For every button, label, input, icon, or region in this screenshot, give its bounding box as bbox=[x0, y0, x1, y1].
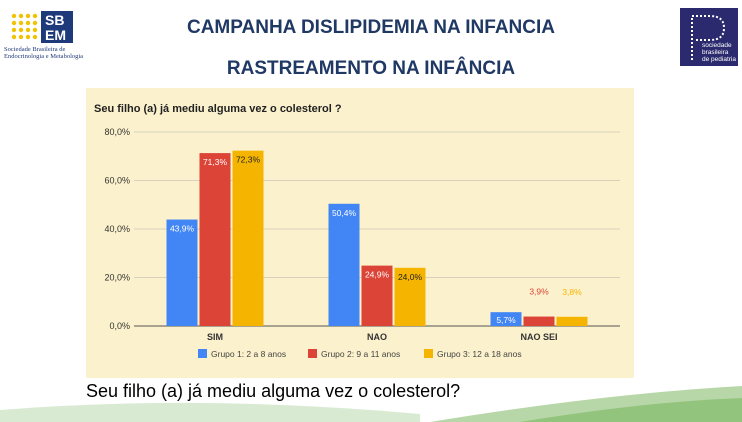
legend-label: Grupo 1: 2 a 8 anos bbox=[211, 349, 286, 359]
legend-swatch bbox=[424, 349, 433, 358]
data-label: 24,0% bbox=[398, 272, 423, 282]
legend-swatch bbox=[198, 349, 207, 358]
sbem-mark-bottom: EM bbox=[45, 27, 66, 43]
data-label: 43,9% bbox=[170, 224, 195, 234]
y-tick-label: 40,0% bbox=[104, 224, 130, 234]
page-title: CAMPANHA DISLIPIDEMIA NA INFANCIA bbox=[186, 17, 556, 38]
chart-title: Seu filho (a) já mediu alguma vez o cole… bbox=[94, 103, 342, 115]
y-tick-label: 80,0% bbox=[104, 127, 130, 137]
data-label: 72,3% bbox=[236, 155, 261, 165]
data-label: 5,7% bbox=[496, 315, 516, 325]
y-tick-label: 0,0% bbox=[109, 321, 130, 331]
bar-chart: Seu filho (a) já mediu alguma vez o cole… bbox=[94, 103, 620, 359]
sbp-p-icon bbox=[691, 15, 726, 60]
data-label: 3,8% bbox=[562, 287, 582, 297]
legend-label: Grupo 3: 12 a 18 anos bbox=[437, 349, 522, 359]
bar bbox=[556, 316, 588, 326]
sbp-caption: sociedade brasileira de pediatria bbox=[702, 42, 736, 63]
sbem-mark: SB EM bbox=[41, 11, 73, 43]
y-tick-label: 60,0% bbox=[104, 176, 130, 186]
bar bbox=[232, 150, 264, 326]
y-tick-label: 20,0% bbox=[104, 273, 130, 283]
decorative-wave bbox=[0, 386, 742, 422]
chart-panel: Seu filho (a) já mediu alguma vez o cole… bbox=[86, 88, 634, 378]
data-label: 3,9% bbox=[529, 287, 549, 297]
bar bbox=[490, 312, 522, 326]
legend-swatch bbox=[308, 349, 317, 358]
x-tick-label: NAO SEI bbox=[520, 332, 557, 342]
data-label: 50,4% bbox=[332, 208, 357, 218]
sbem-logo: SB EM Sociedade Brasileira de Endocrinol… bbox=[4, 8, 90, 64]
x-tick-label: NAO bbox=[367, 332, 387, 342]
question-caption: Seu filho (a) já mediu alguma vez o cole… bbox=[86, 381, 461, 401]
bar bbox=[199, 153, 231, 326]
bar bbox=[361, 265, 393, 326]
bar bbox=[394, 267, 426, 326]
dots-icon bbox=[11, 13, 38, 40]
bar bbox=[523, 316, 555, 326]
data-label: 24,9% bbox=[365, 270, 390, 280]
page-subtitle: RASTREAMENTO NA INFÂNCIA bbox=[226, 58, 516, 79]
sbp-logo: sociedade brasileira de pediatria bbox=[680, 8, 738, 66]
bar bbox=[328, 203, 360, 326]
legend-label: Grupo 2: 9 a 11 anos bbox=[321, 349, 400, 359]
bar bbox=[166, 219, 198, 326]
x-tick-label: SIM bbox=[207, 332, 223, 342]
data-label: 71,3% bbox=[203, 157, 228, 167]
sbem-caption: Sociedade Brasileira de Endocrinologia e… bbox=[4, 46, 84, 60]
sbem-mark-top: SB bbox=[45, 12, 65, 28]
